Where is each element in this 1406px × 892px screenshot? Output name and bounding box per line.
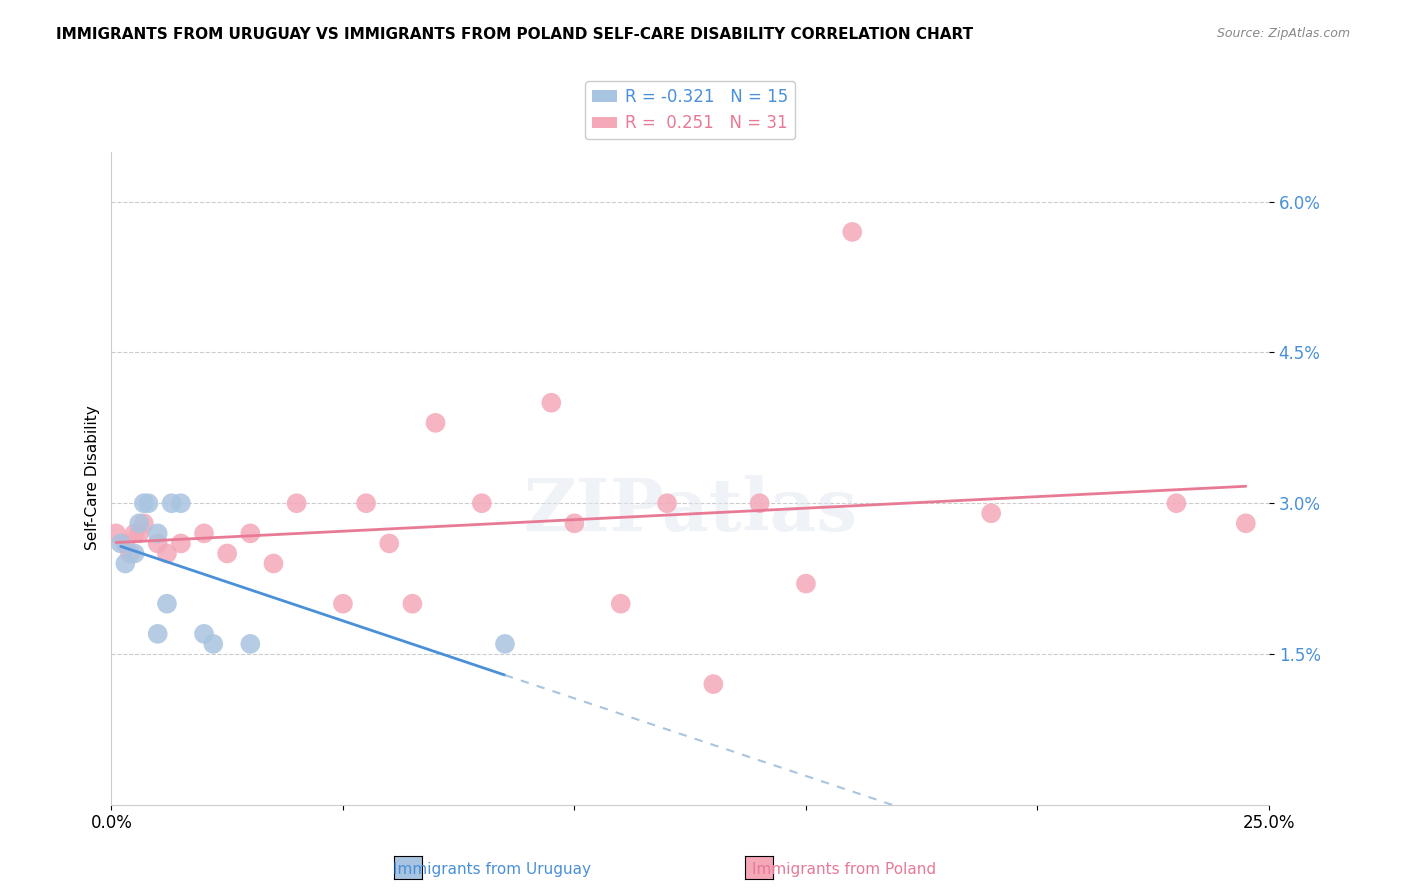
Point <box>170 536 193 550</box>
Point <box>980 506 1002 520</box>
Point <box>156 597 179 611</box>
Point <box>354 496 377 510</box>
Point <box>378 536 401 550</box>
Point <box>263 557 285 571</box>
Point <box>332 597 354 611</box>
Point <box>471 496 494 510</box>
Point <box>146 526 169 541</box>
Point <box>401 597 423 611</box>
Point <box>702 677 724 691</box>
Point <box>156 546 179 560</box>
Point <box>128 526 150 541</box>
Point <box>128 516 150 531</box>
Text: IMMIGRANTS FROM URUGUAY VS IMMIGRANTS FROM POLAND SELF-CARE DISABILITY CORRELATI: IMMIGRANTS FROM URUGUAY VS IMMIGRANTS FR… <box>56 27 973 42</box>
Text: Immigrants from Poland: Immigrants from Poland <box>752 863 935 877</box>
Point <box>146 627 169 641</box>
Point <box>114 536 136 550</box>
Point <box>1234 516 1257 531</box>
Point <box>124 546 146 560</box>
Point <box>239 526 262 541</box>
Point <box>202 637 225 651</box>
Point <box>110 536 132 550</box>
Point <box>132 516 155 531</box>
Point <box>105 526 128 541</box>
Point <box>114 557 136 571</box>
Point <box>217 546 239 560</box>
Point <box>138 496 160 510</box>
Point <box>239 637 262 651</box>
Point <box>193 627 215 641</box>
Point <box>193 526 215 541</box>
Point <box>540 396 562 410</box>
Point <box>285 496 308 510</box>
Point <box>118 546 141 560</box>
Point <box>124 526 146 541</box>
Point <box>841 225 863 239</box>
Point <box>748 496 770 510</box>
Point <box>655 496 678 510</box>
Point <box>146 536 169 550</box>
Legend: R = -0.321   N = 15, R =  0.251   N = 31: R = -0.321 N = 15, R = 0.251 N = 31 <box>585 81 796 139</box>
Text: Immigrants from Uruguay: Immigrants from Uruguay <box>394 863 591 877</box>
Text: Source: ZipAtlas.com: Source: ZipAtlas.com <box>1216 27 1350 40</box>
Y-axis label: Self-Care Disability: Self-Care Disability <box>86 406 100 550</box>
Point <box>425 416 447 430</box>
Point <box>794 576 817 591</box>
Point <box>494 637 516 651</box>
Point <box>160 496 183 510</box>
Point <box>564 516 586 531</box>
Text: ZIPatlas: ZIPatlas <box>523 475 858 546</box>
Point <box>609 597 631 611</box>
Point <box>132 496 155 510</box>
Point <box>1166 496 1188 510</box>
Point <box>170 496 193 510</box>
